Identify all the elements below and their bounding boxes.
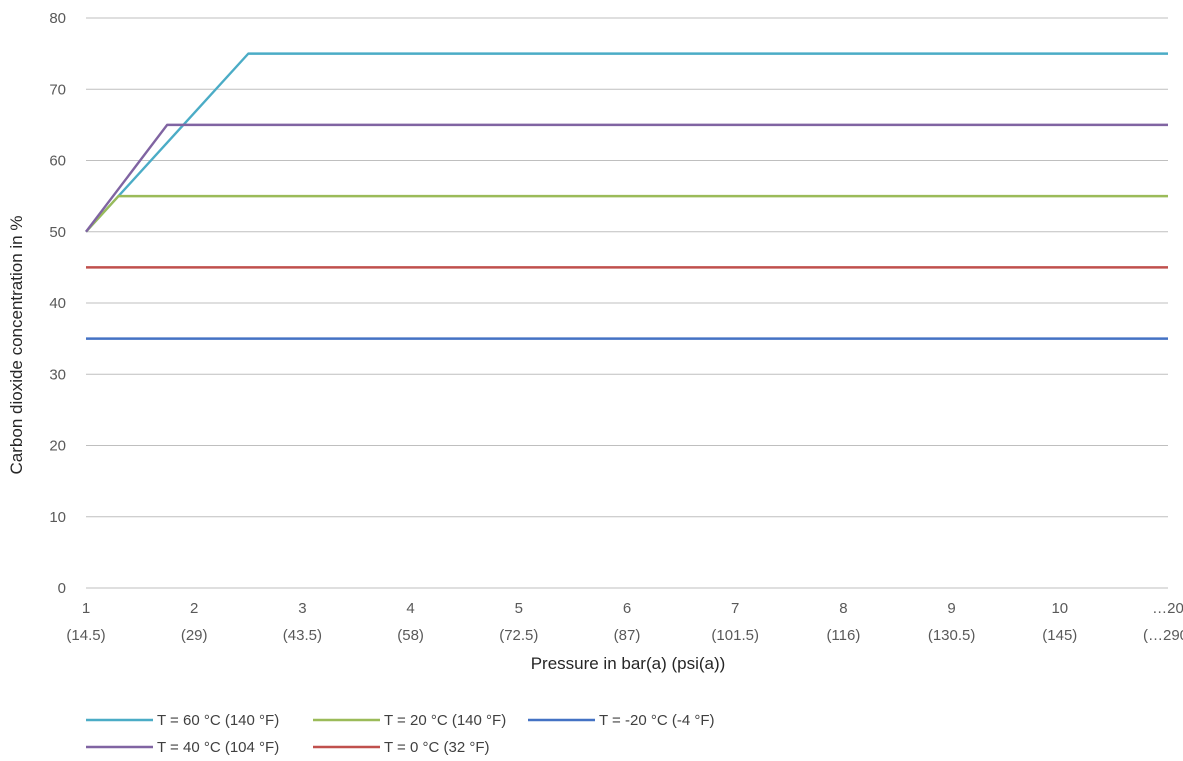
x-tick-label: 8 [839, 600, 847, 617]
grid-lines [86, 17, 1168, 589]
y-tick-label: 50 [49, 224, 66, 241]
legend-label: T = -20 °C (-4 °F) [599, 712, 715, 729]
x-tick-sublabel: (14.5) [66, 627, 105, 644]
y-tick-label: 40 [49, 295, 66, 312]
series-line-2 [85, 194, 1168, 233]
y-tick-label: 10 [49, 509, 66, 526]
y-tick-label: 80 [49, 10, 66, 27]
legend-label: T = 0 °C (32 °F) [384, 739, 490, 756]
x-tick-sublabel: (58) [397, 627, 424, 644]
y-tick-label: 0 [58, 580, 66, 597]
x-tick-sublabel: (29) [181, 627, 208, 644]
y-tick-label: 20 [49, 438, 66, 455]
x-axis-ticks: 1 (14.5) 2 (29) 3 (43.5) 4 (58) 5 (72.5) 6 (87) 7 (10… [66, 600, 1183, 644]
legend: T = 60 °C (140 °F) T = 20 °C (140 °F) T = … [86, 712, 715, 756]
y-axis-title: Carbon dioxide concentration in % [7, 216, 26, 475]
x-tick-label: 1 [82, 600, 90, 617]
legend-label: T = 20 °C (140 °F) [384, 712, 506, 729]
x-tick-label: 10 [1051, 600, 1068, 617]
x-tick-label: 9 [947, 600, 955, 617]
x-tick-label: 3 [298, 600, 306, 617]
legend-label: T = 40 °C (104 °F) [157, 739, 279, 756]
x-tick-sublabel: (43.5) [283, 627, 322, 644]
series-line-1 [85, 52, 1168, 233]
y-tick-label: 70 [49, 81, 66, 98]
x-tick-sublabel: (130.5) [928, 627, 976, 644]
x-tick-label: 5 [515, 600, 523, 617]
x-tick-sublabel: (…290) [1143, 627, 1183, 644]
x-tick-label: 6 [623, 600, 631, 617]
x-tick-sublabel: (72.5) [499, 627, 538, 644]
y-tick-label: 30 [49, 366, 66, 383]
series-lines [85, 52, 1168, 340]
y-tick-label: 60 [49, 153, 66, 170]
x-tick-sublabel: (101.5) [711, 627, 759, 644]
x-axis-title: Pressure in bar(a) (psi(a)) [531, 654, 726, 673]
x-tick-sublabel: (116) [826, 627, 860, 644]
series-line-4 [85, 123, 1168, 233]
x-tick-sublabel: (145) [1042, 627, 1077, 644]
x-tick-label: 7 [731, 600, 739, 617]
x-tick-label: …20 [1152, 600, 1183, 617]
x-tick-label: 2 [190, 600, 198, 617]
legend-label: T = 60 °C (140 °F) [157, 712, 279, 729]
y-axis-ticks: 0 10 20 30 40 50 60 70 80 [49, 10, 66, 597]
x-tick-sublabel: (87) [614, 627, 641, 644]
x-tick-label: 4 [406, 600, 414, 617]
